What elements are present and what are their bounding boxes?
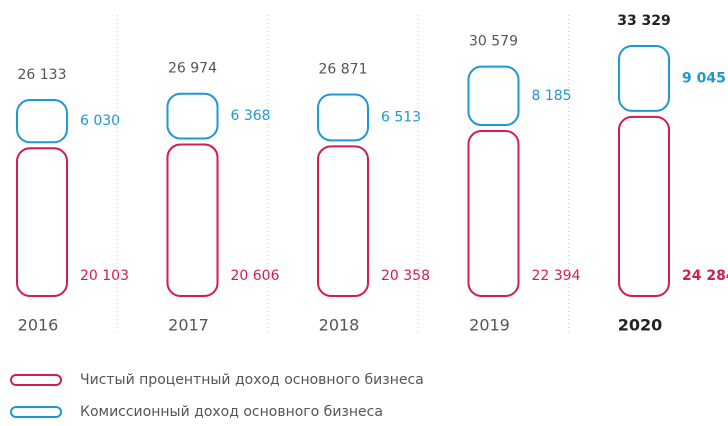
total-label: 26 133: [18, 67, 67, 83]
value-label: 20 606: [231, 268, 280, 284]
x-tick-label: 2016: [18, 316, 59, 335]
bar-segment: [16, 147, 68, 297]
bar-segment: [467, 130, 520, 297]
legend-label: Чистый процентный доход основного бизнес…: [80, 372, 424, 388]
value-label: 8 185: [532, 88, 572, 104]
total-label: 26 871: [319, 61, 368, 77]
bar-segment: [317, 93, 369, 142]
bar-segment: [16, 99, 68, 144]
bar-segment: [618, 45, 670, 112]
value-label: 20 103: [80, 268, 129, 284]
total-label: 33 329: [617, 13, 671, 29]
value-label: 6 513: [381, 109, 421, 125]
total-label: 30 579: [469, 34, 518, 50]
value-label: 6 030: [80, 113, 120, 129]
bar-segment: [317, 145, 369, 297]
x-tick-label: 2020: [618, 316, 663, 335]
value-label: 6 368: [231, 108, 271, 124]
x-tick-label: 2018: [319, 316, 360, 335]
total-label: 26 974: [168, 61, 217, 77]
legend-swatch: [10, 406, 62, 418]
value-label: 9 045: [682, 70, 726, 86]
legend-label: Комиссионный доход основного бизнеса: [80, 404, 383, 420]
x-tick-label: 2017: [168, 316, 209, 335]
bar-segment: [166, 143, 219, 297]
legend-swatch: [10, 374, 62, 386]
value-label: 20 358: [381, 268, 430, 284]
bar-segment: [467, 65, 520, 127]
x-tick-label: 2019: [469, 316, 510, 335]
bar-segment: [166, 92, 219, 140]
bar-segment: [618, 115, 670, 298]
value-label: 24 284: [682, 268, 728, 284]
value-label: 22 394: [532, 268, 581, 284]
